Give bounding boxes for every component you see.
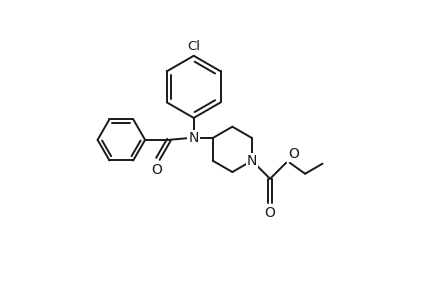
Text: O: O bbox=[265, 206, 276, 220]
Text: O: O bbox=[288, 147, 299, 161]
Text: Cl: Cl bbox=[187, 40, 200, 53]
Text: N: N bbox=[189, 131, 199, 145]
Text: O: O bbox=[152, 163, 163, 177]
Text: N: N bbox=[247, 154, 257, 168]
